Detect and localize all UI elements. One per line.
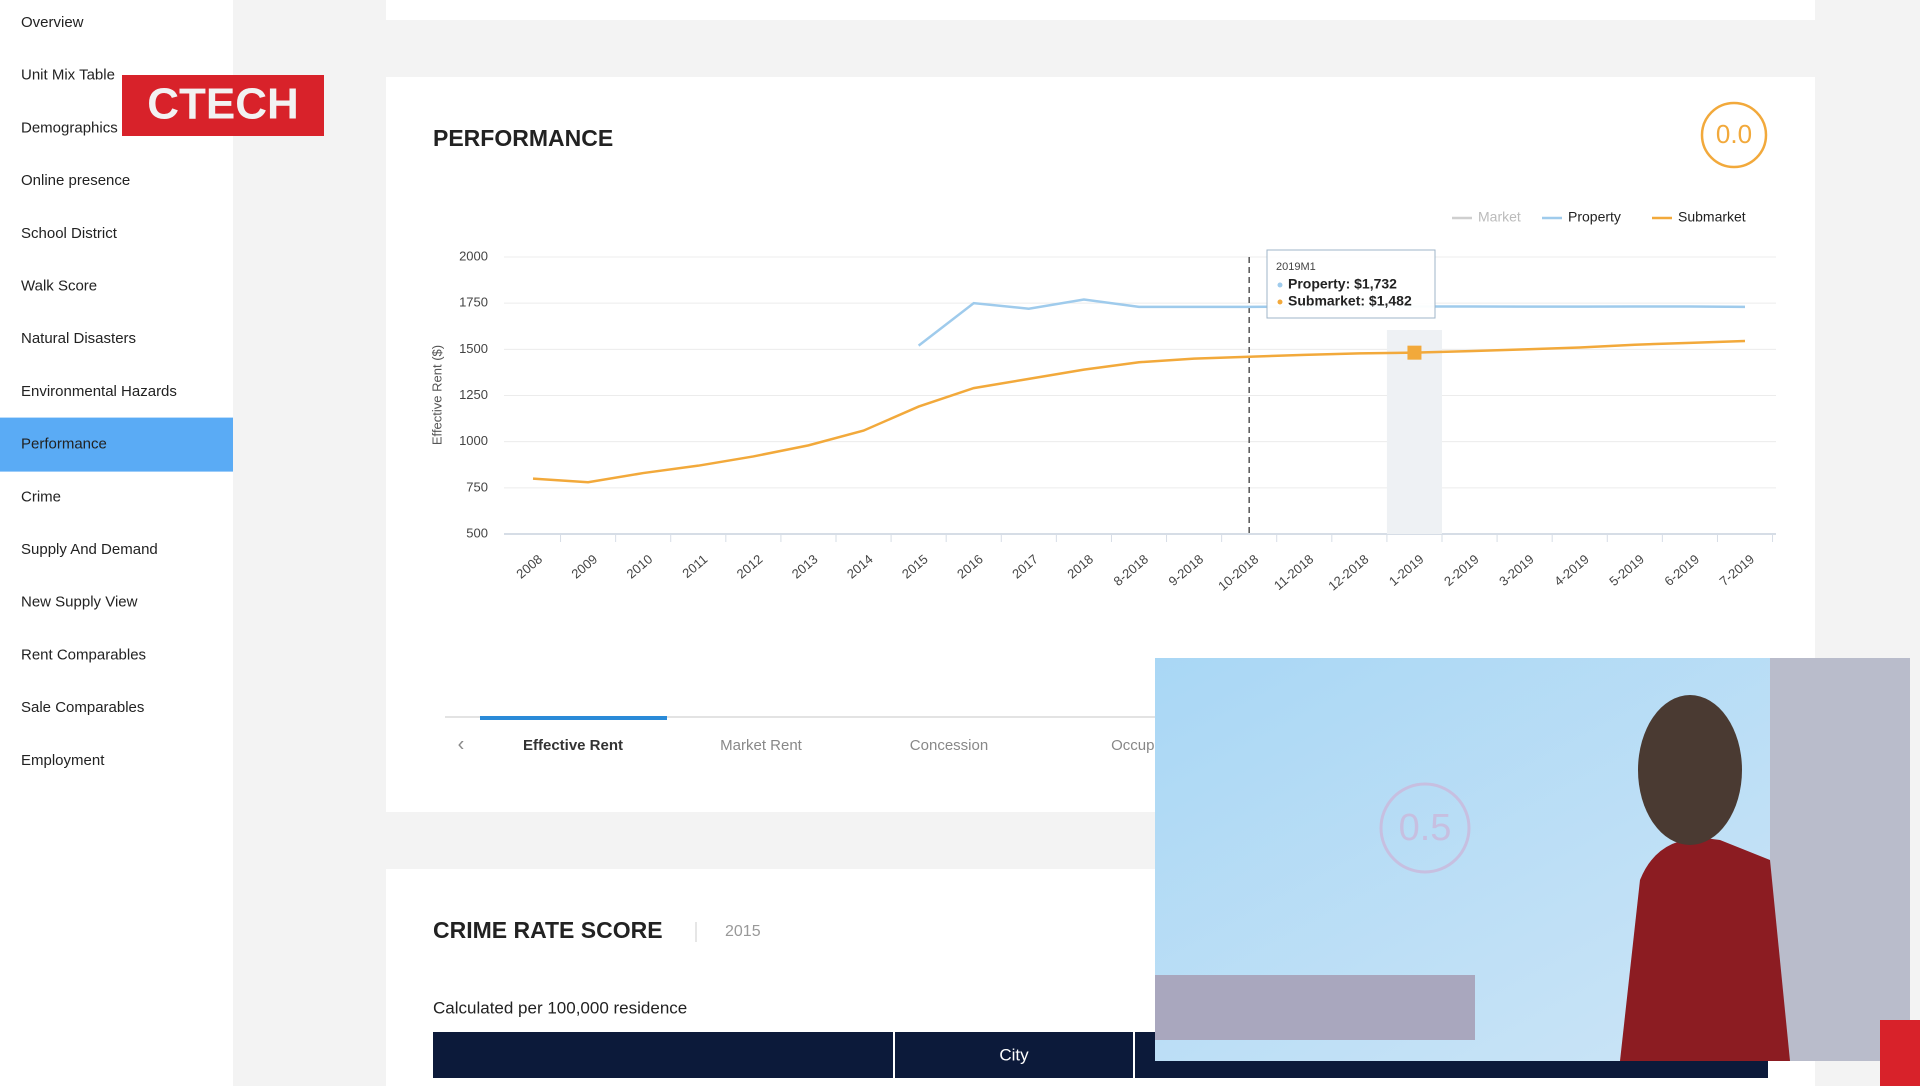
tab[interactable]: Effective Rent (523, 737, 623, 754)
hover-band (1386, 330, 1442, 534)
sidebar-item[interactable]: Crime (21, 488, 61, 505)
video-text: 0.5 (1399, 807, 1452, 849)
tab-prev[interactable]: ‹ (458, 733, 465, 755)
sidebar-item[interactable]: Natural Disasters (21, 330, 136, 347)
sidebar-item[interactable]: Overview (21, 14, 84, 31)
tooltip-title: 2019M1 (1276, 261, 1316, 273)
sidebar-item[interactable]: Rent Comparables (21, 646, 146, 663)
video-wall (1770, 658, 1910, 1061)
y-tick-label: 1500 (459, 341, 488, 356)
video-screen-bar (1155, 975, 1475, 1040)
y-tick-label: 750 (466, 479, 488, 494)
tooltip-dot (1277, 282, 1283, 288)
video-circle (1379, 782, 1471, 874)
logo-box (122, 75, 324, 136)
score-value: 0.0 (1716, 119, 1752, 149)
tab[interactable]: Concession (910, 737, 988, 754)
tooltip (1266, 249, 1436, 319)
tooltip-line: Property: $1,732 (1288, 276, 1397, 292)
highlight-point (1407, 345, 1422, 360)
crime-title: CRIME RATE SCORE (433, 917, 663, 943)
corner-logo (1880, 1020, 1920, 1086)
sidebar-item[interactable]: Performance (21, 436, 107, 453)
sidebar-item[interactable]: Sale Comparables (21, 699, 144, 716)
presenter-head (1638, 695, 1742, 845)
sidebar-active (0, 417, 233, 472)
crime-note: Calculated per 100,000 residence (433, 998, 687, 1017)
logo: CTECH (147, 80, 299, 129)
performance-title: PERFORMANCE (433, 125, 613, 151)
line-series (532, 339, 1746, 484)
tooltip-line: Submarket: $1,482 (1288, 293, 1412, 309)
y-tick-label: 1250 (459, 387, 488, 402)
sidebar-item[interactable]: Environmental Hazards (21, 383, 177, 400)
y-tick-label: 500 (466, 525, 488, 540)
y-tick-label: 1750 (459, 295, 488, 310)
score-badge (1700, 101, 1768, 169)
sidebar-item[interactable]: Walk Score (21, 277, 97, 294)
sidebar-item[interactable]: School District (21, 225, 118, 242)
sidebar (0, 0, 233, 1086)
card-top (386, 0, 1815, 20)
crime-year: 2015 (725, 923, 761, 940)
y-tick-label: 2000 (459, 248, 488, 263)
sidebar-item[interactable]: Unit Mix Table (21, 67, 115, 84)
y-axis-label: Effective Rent ($) (429, 345, 444, 445)
sidebar-item[interactable]: Demographics (21, 119, 118, 136)
legend-label[interactable]: Submarket (1678, 209, 1746, 225)
sidebar-item[interactable]: Supply And Demand (21, 541, 158, 558)
tab[interactable]: Market Rent (720, 737, 803, 754)
tab[interactable]: Occupa (1111, 737, 1163, 754)
tooltip-dot (1277, 299, 1283, 305)
legend-label[interactable]: Market (1478, 209, 1521, 225)
table-header-cell: City (999, 1045, 1029, 1064)
sidebar-item[interactable]: Online presence (21, 172, 130, 189)
sidebar-item[interactable]: Employment (21, 752, 105, 769)
sidebar-item[interactable]: New Supply View (21, 594, 138, 611)
legend-label[interactable]: Property (1568, 209, 1621, 225)
presenter (1620, 838, 1790, 1061)
y-tick-label: 1000 (459, 433, 488, 448)
